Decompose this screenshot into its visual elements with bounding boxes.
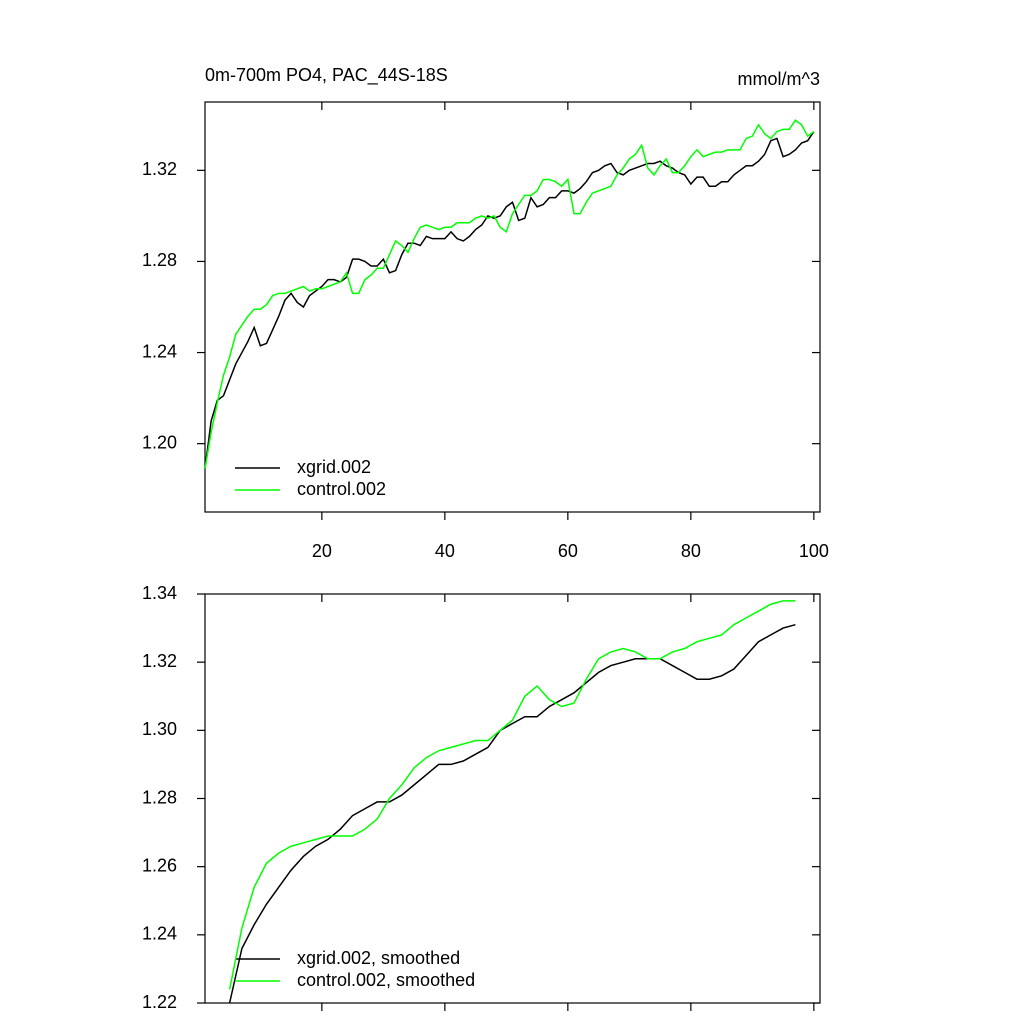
legend-label: control.002, smoothed [297, 970, 475, 990]
legend-label: xgrid.002, smoothed [297, 948, 460, 968]
plot-frame [204, 101, 821, 513]
legend-label: control.002 [297, 479, 386, 499]
y-tick-label: 1.32 [142, 159, 177, 179]
x-tick-label: 60 [558, 541, 578, 561]
y-tick-label: 1.24 [142, 924, 177, 944]
x-tick-label: 80 [681, 541, 701, 561]
series-line [228, 623, 796, 1004]
y-tick-label: 1.28 [142, 250, 177, 270]
x-tick-label: 40 [435, 541, 455, 561]
y-tick-label: 1.22 [142, 992, 177, 1012]
y-tick-label: 1.30 [142, 719, 177, 739]
series-line [228, 600, 796, 990]
x-tick-label: 100 [799, 541, 829, 561]
series-line [204, 119, 815, 469]
legend-label: xgrid.002 [297, 457, 371, 477]
y-tick-label: 1.24 [142, 341, 177, 361]
y-tick-label: 1.26 [142, 855, 177, 875]
y-tick-label: 1.32 [142, 651, 177, 671]
x-tick-label: 20 [312, 541, 332, 561]
series-line [204, 131, 815, 469]
y-tick-label: 1.20 [142, 432, 177, 452]
plot-frame [204, 593, 821, 1004]
y-tick-label: 1.34 [142, 583, 177, 603]
y-tick-label: 1.28 [142, 787, 177, 807]
unit-label: mmol/m^3 [738, 69, 820, 89]
chart-title: 0m-700m PO4, PAC_44S-18S [205, 65, 448, 86]
